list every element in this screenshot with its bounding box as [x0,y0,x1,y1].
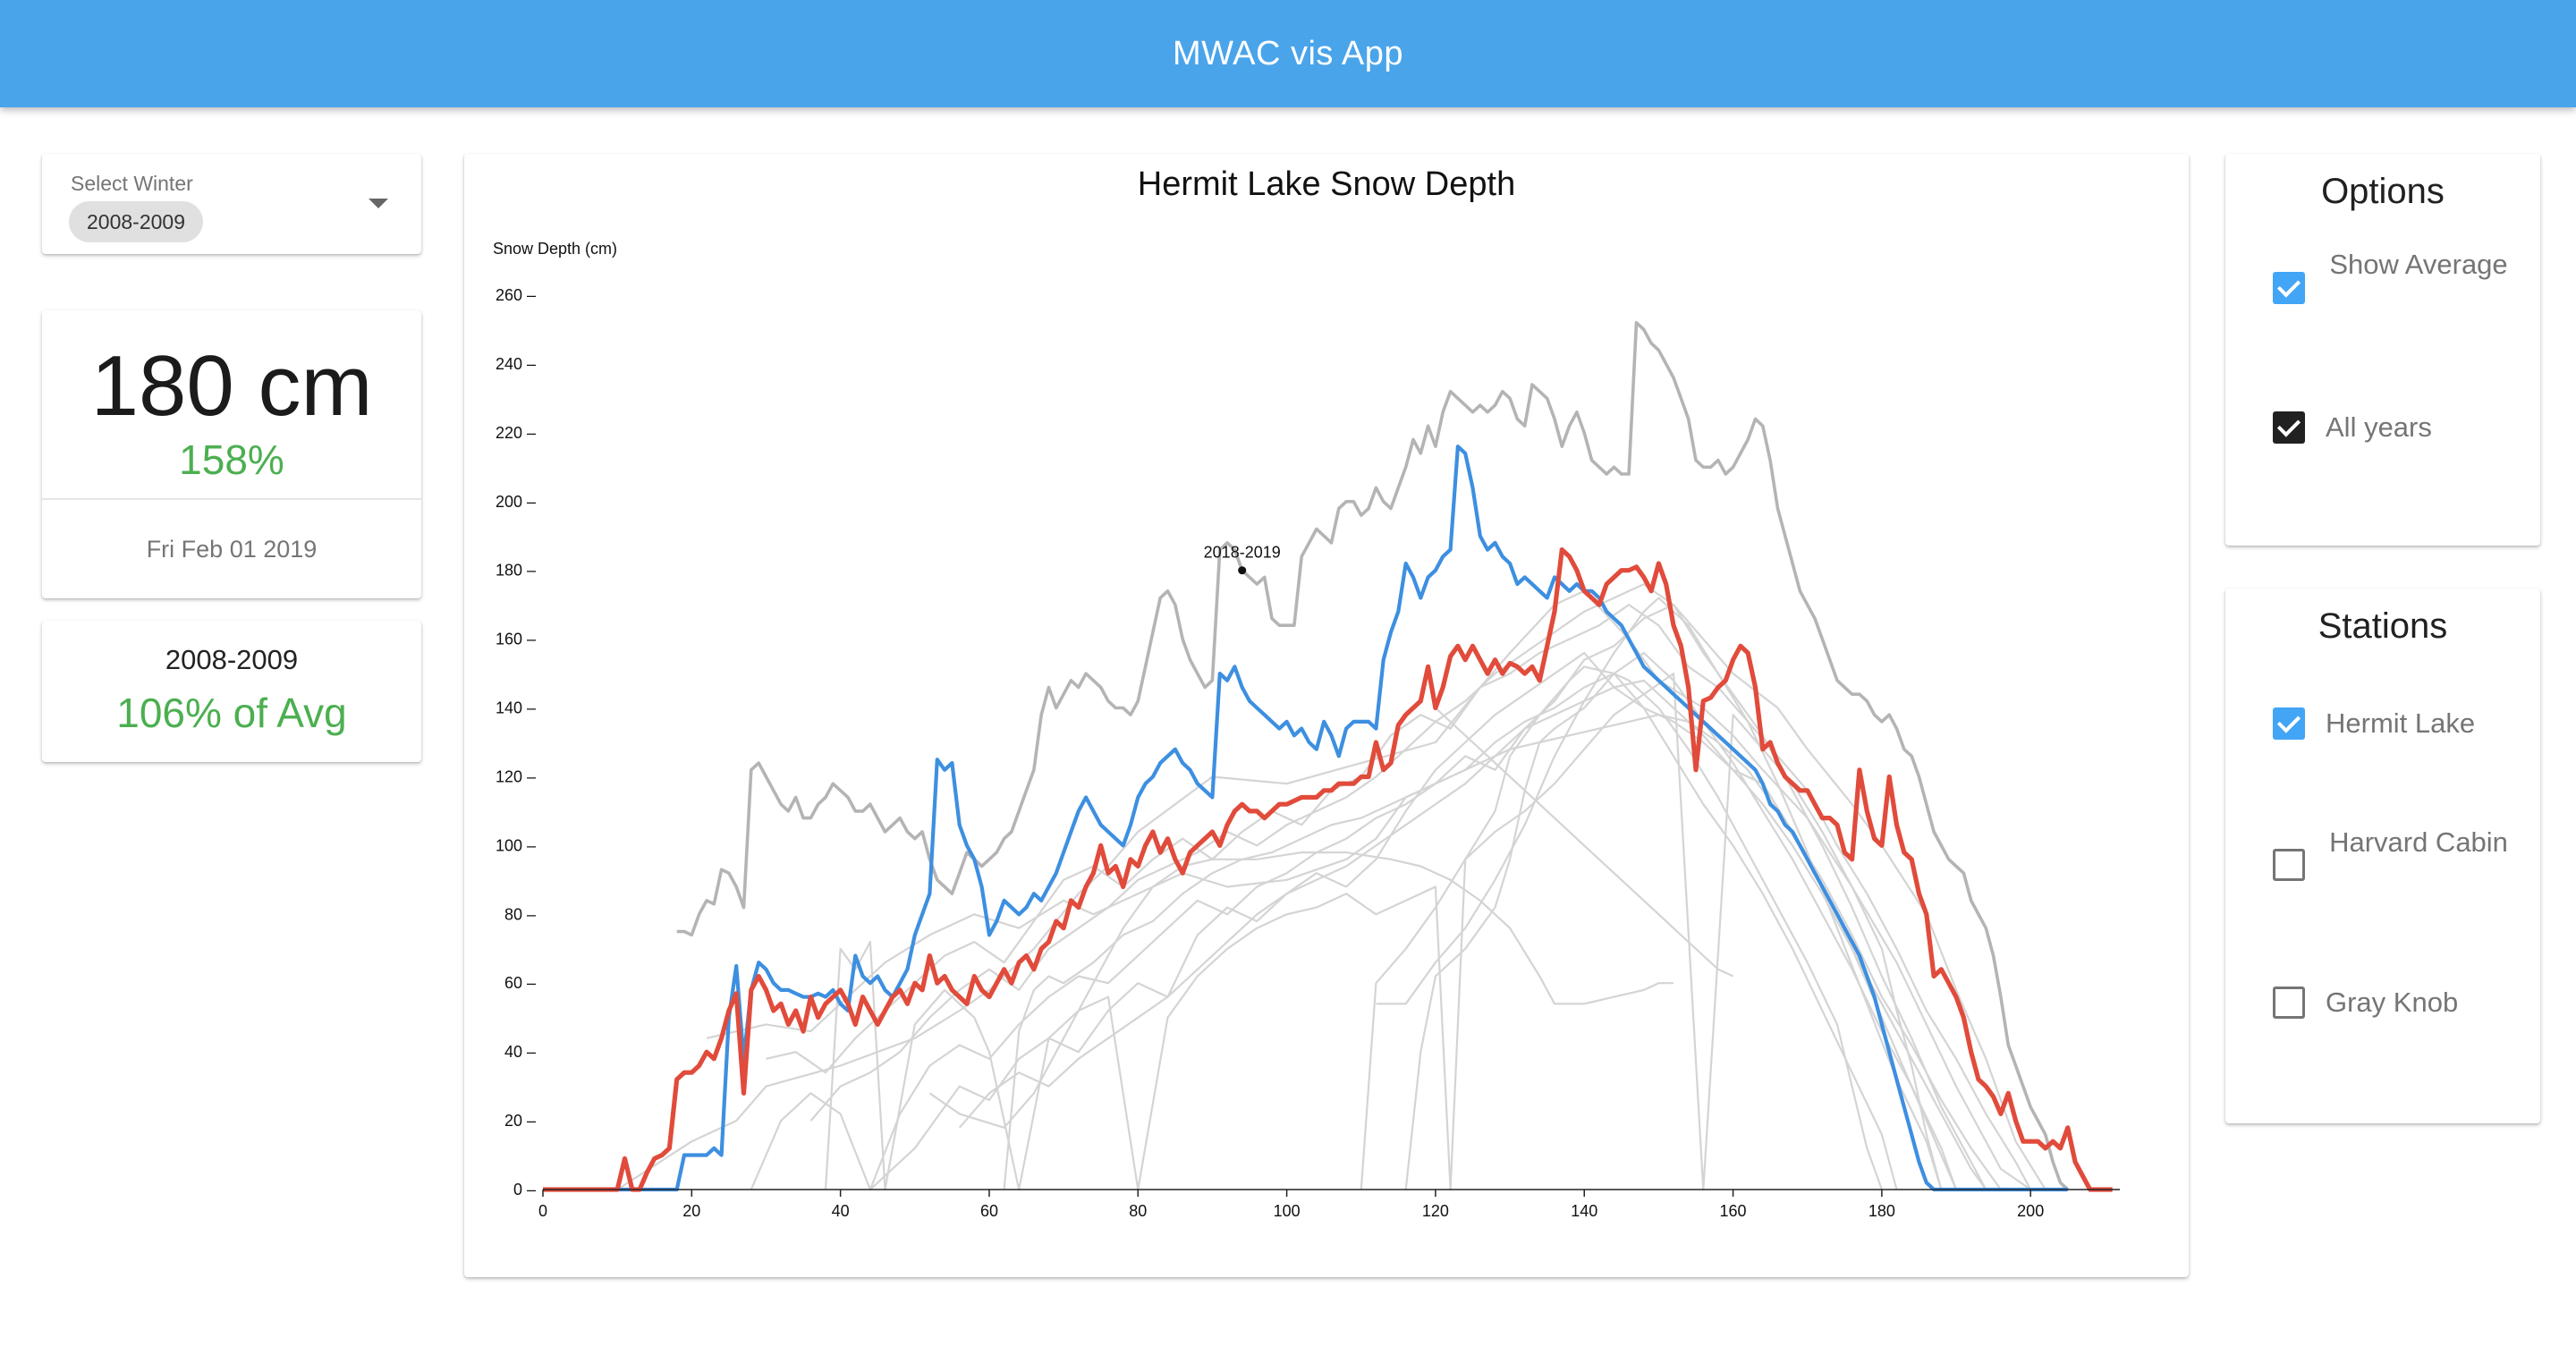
x-tick-label: 20 [682,1202,700,1220]
app-bar: MWAC vis App [0,0,2576,107]
options-title: Options [2321,172,2445,211]
current-depth-card: 180 cm 158% Fri Feb 01 2019 [42,310,421,598]
y-tick-label: 220 – [496,424,536,442]
y-tick-label: 60 – [504,974,536,992]
other-series-line-16 [1003,714,1958,1190]
other-series-line-10 [958,679,1987,1190]
snow-depth-chart-card: Hermit Lake Snow Depth Snow Depth (cm) 0… [464,154,2189,1277]
harvard-cabin-checkbox[interactable] [2273,849,2305,881]
current-depth-value: 180 cm [90,338,373,434]
other-series-line-6 [766,604,2032,1190]
x-tick-label: 100 [1274,1202,1301,1220]
y-tick-label: 260 – [496,286,536,304]
y-tick-label: 40 – [504,1043,536,1061]
other-series-line-13 [1404,673,1883,1190]
x-tick-label: 0 [538,1202,547,1220]
annotation-label: 2018-2019 [1204,544,1281,562]
x-tick-label: 160 [1720,1202,1747,1220]
other-series-line-12 [1376,597,1943,1190]
x-tick-label: 80 [1129,1202,1147,1220]
y-tick-label: 80 – [504,905,536,923]
other-series-line-11 [1360,665,1898,1190]
x-tick-label: 120 [1422,1202,1449,1220]
winter-select[interactable]: Select Winter 2008-2009 [42,154,421,254]
x-tick-label: 40 [832,1202,850,1220]
y-tick-label: 180 – [496,562,536,580]
gray-knob-checkbox[interactable] [2273,987,2305,1019]
highlight-series-line-2 [676,321,2070,1191]
current-depth-date: Fri Feb 01 2019 [146,536,318,563]
stations-panel: Stations Hermit Lake Harvard Cabin Gray … [2225,589,2540,1123]
gray-knob-label[interactable]: Gray Knob [2326,987,2459,1018]
y-tick-label: 0 – [513,1181,536,1198]
y-tick-label: 20 – [504,1112,536,1130]
hermit-lake-checkbox[interactable] [2273,707,2305,740]
annotation-point [1238,566,1247,575]
season-summary-card: 2008-2009 106% of Avg [42,621,421,762]
winter-select-label: Select Winter [71,172,193,195]
card-divider [42,498,421,500]
show-average-checkbox[interactable] [2273,272,2305,304]
snow-depth-chart: Hermit Lake Snow Depth Snow Depth (cm) 0… [493,165,2120,1220]
other-series-line-5 [750,651,2002,1191]
other-series-line-3 [616,589,2031,1190]
selected-winter-chip[interactable]: 2008-2009 [69,201,203,242]
y-axis-label: Snow Depth (cm) [493,240,617,258]
all-years-label[interactable]: All years [2326,411,2432,443]
show-average-label[interactable]: Show Average [2329,249,2508,280]
x-tick-label: 200 [2017,1202,2044,1220]
y-tick-label: 120 – [496,767,536,785]
harvard-cabin-label[interactable]: Harvard Cabin [2329,826,2508,858]
average-series-line-1 [543,445,2068,1192]
all-years-checkbox[interactable] [2273,411,2305,444]
season-percent-of-avg: 106% of Avg [116,690,347,736]
stations-title: Stations [2318,606,2448,646]
options-panel: Options Show Average All years [2225,154,2540,546]
other-series-line-9 [869,651,1958,1190]
dropdown-arrow-icon[interactable] [369,199,388,208]
app-title: MWAC vis App [1173,34,1403,72]
x-tick-label: 140 [1571,1202,1597,1220]
x-tick-label: 60 [980,1202,998,1220]
chart-title: Hermit Lake Snow Depth [1138,165,1515,203]
y-tick-label: 240 – [496,355,536,373]
x-tick-label: 180 [1868,1202,1895,1220]
selected-series-line-0 [543,547,2113,1192]
y-tick-label: 200 – [496,493,536,511]
y-tick-label: 160 – [496,631,536,648]
other-series-line-4 [706,604,2046,1190]
hermit-lake-label[interactable]: Hermit Lake [2326,707,2476,739]
current-depth-percent: 158% [179,436,284,483]
y-tick-label: 140 – [496,699,536,717]
season-label: 2008-2009 [165,644,299,675]
y-tick-label: 100 – [496,836,536,854]
other-series-line-14 [928,851,1674,1129]
